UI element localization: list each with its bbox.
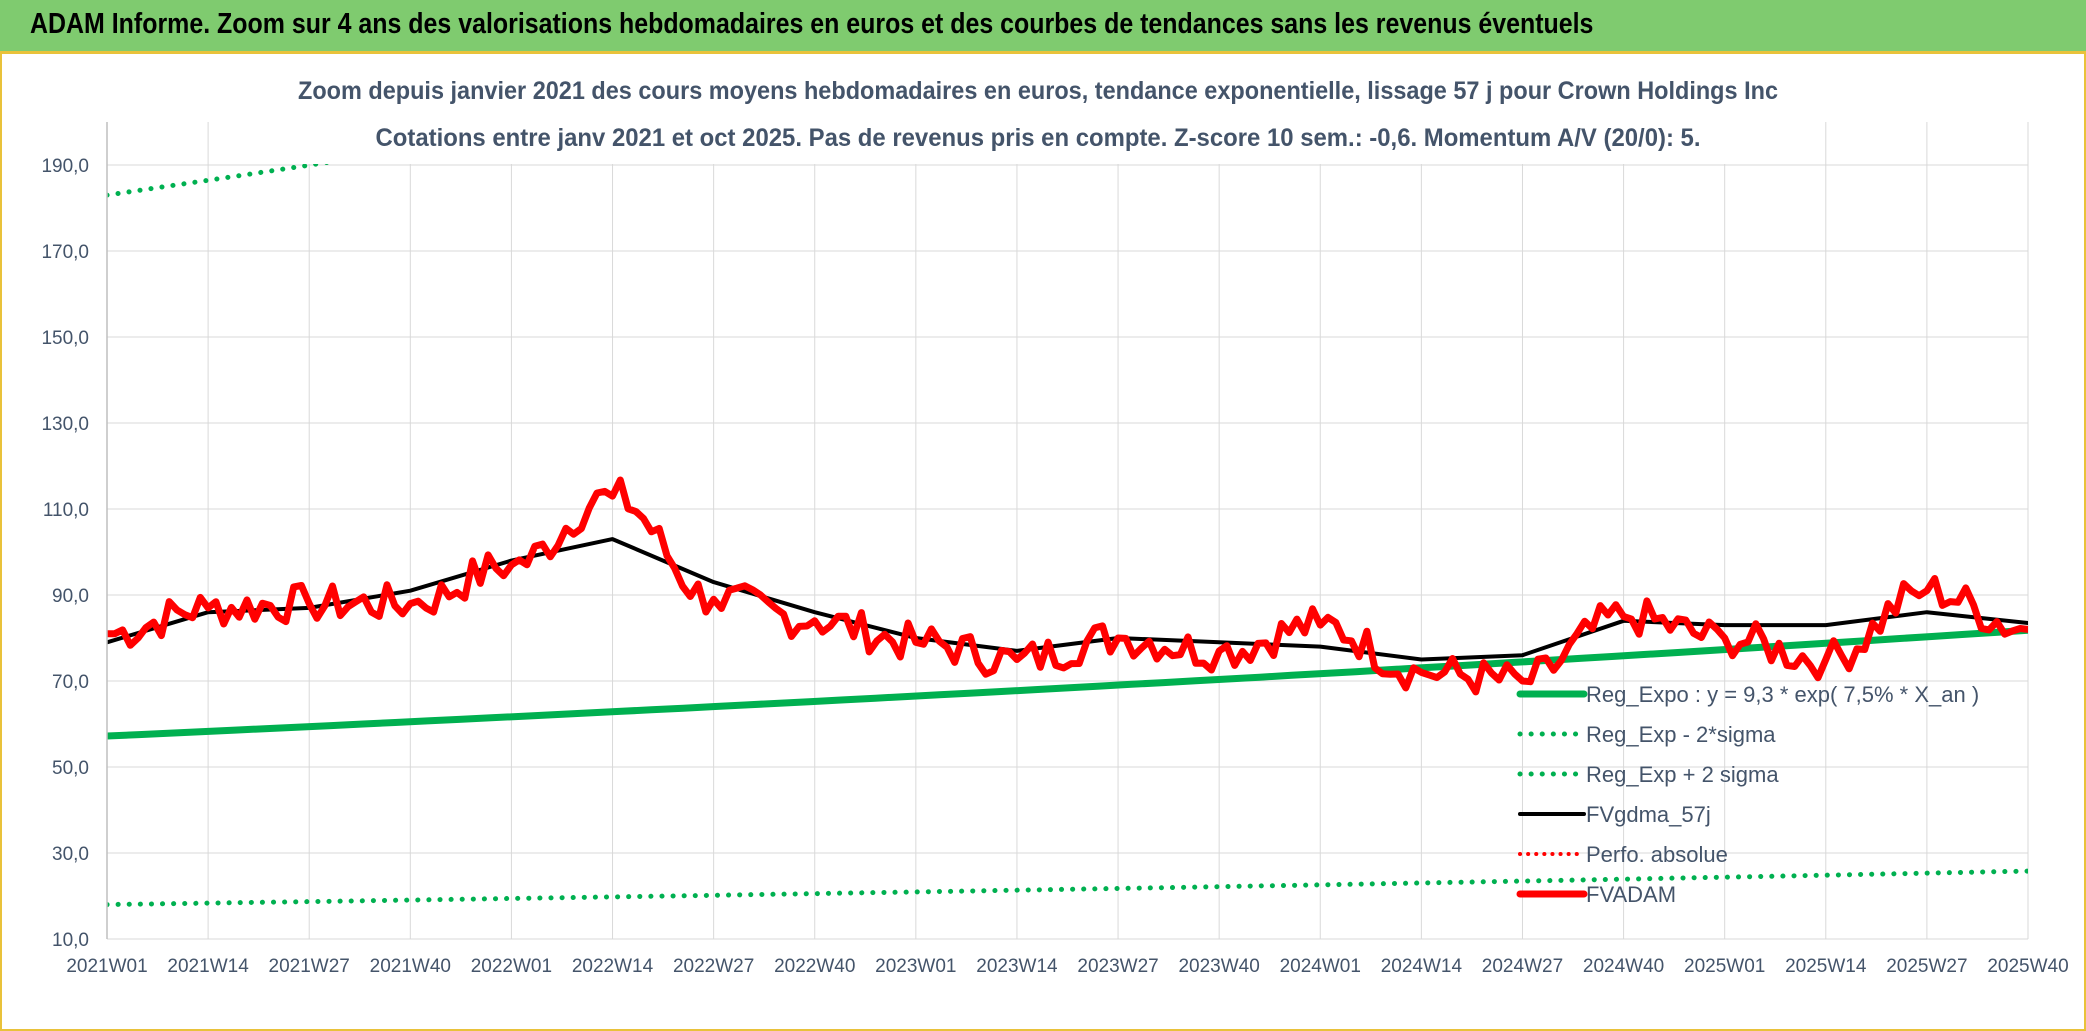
report-banner: ADAM Informe. Zoom sur 4 ans des valoris… (0, 0, 2086, 54)
y-tick-label: 150,0 (41, 328, 89, 349)
legend-label: Reg_Expo : y = 9,3 * exp( 7,5% * X_an ) (1586, 682, 1979, 707)
y-tick-label: 130,0 (41, 414, 89, 435)
legend-label: Reg_Exp - 2*sigma (1586, 722, 1776, 747)
x-tick-label: 2022W40 (774, 956, 855, 977)
x-tick-label: 2024W14 (1381, 956, 1463, 977)
reg-exp-minus-2sigma-line (107, 868, 2028, 908)
legend-label: FVADAM (1586, 882, 1676, 907)
x-tick-label: 2021W27 (269, 956, 350, 977)
y-tick-label: 90,0 (52, 586, 89, 607)
x-tick-label: 2025W01 (1684, 956, 1765, 977)
y-tick-label: 190,0 (41, 156, 89, 177)
valuation-line-chart: Zoom depuis janvier 2021 des cours moyen… (41, 56, 2069, 977)
y-tick-label: 30,0 (52, 844, 89, 865)
x-tick-label: 2023W01 (875, 956, 956, 977)
x-tick-label: 2023W27 (1077, 956, 1158, 977)
chart-subtitle: Cotations entre janv 2021 et oct 2025. P… (376, 124, 1701, 152)
chart-titles: Zoom depuis janvier 2021 des cours moyen… (292, 56, 1784, 164)
grid (106, 122, 2029, 940)
x-tick-label: 2021W40 (370, 956, 451, 977)
legend: Reg_Expo : y = 9,3 * exp( 7,5% * X_an ) R… (1516, 682, 1979, 907)
x-tick-label: 2025W14 (1785, 956, 1867, 977)
legend-label: Reg_Exp + 2 sigma (1586, 762, 1779, 787)
y-tick-label: 10,0 (52, 930, 89, 951)
y-tick-label: 110,0 (43, 500, 89, 521)
chart-frame: Zoom depuis janvier 2021 des cours moyen… (0, 54, 2086, 1031)
legend-label: FVgdma_57j (1586, 802, 1711, 827)
x-tick-label: 2024W27 (1482, 956, 1563, 977)
axes: 10,0 30,0 50,0 70,0 90,0 110,0 130,0 150,0 170,0… (41, 122, 2069, 977)
chart-title: Zoom depuis janvier 2021 des cours moyen… (298, 77, 1778, 105)
series-lines (107, 122, 2028, 908)
x-tick-label: 2025W40 (1987, 956, 2068, 977)
y-tick-label: 50,0 (52, 758, 89, 779)
x-tick-label: 2021W01 (66, 956, 147, 977)
x-tick-label: 2022W14 (572, 956, 654, 977)
x-tick-label: 2023W40 (1178, 956, 1259, 977)
x-tick-label: 2022W27 (673, 956, 754, 977)
x-tick-label: 2024W40 (1583, 956, 1664, 977)
legend-label: Perfo. absolue (1586, 842, 1728, 867)
y-tick-label: 70,0 (52, 672, 89, 693)
x-tick-label: 2025W27 (1886, 956, 1967, 977)
chart-title-background (292, 56, 1784, 164)
x-tick-label: 2021W14 (167, 956, 249, 977)
x-tick-label: 2023W14 (976, 956, 1058, 977)
fvadam-line (107, 476, 2028, 696)
x-tick-label: 2022W01 (471, 956, 552, 977)
reg-expo-line (107, 626, 2028, 740)
y-tick-label: 170,0 (41, 242, 89, 263)
report-title: ADAM Informe. Zoom sur 4 ans des valoris… (30, 8, 1594, 40)
x-tick-label: 2024W01 (1280, 956, 1361, 977)
